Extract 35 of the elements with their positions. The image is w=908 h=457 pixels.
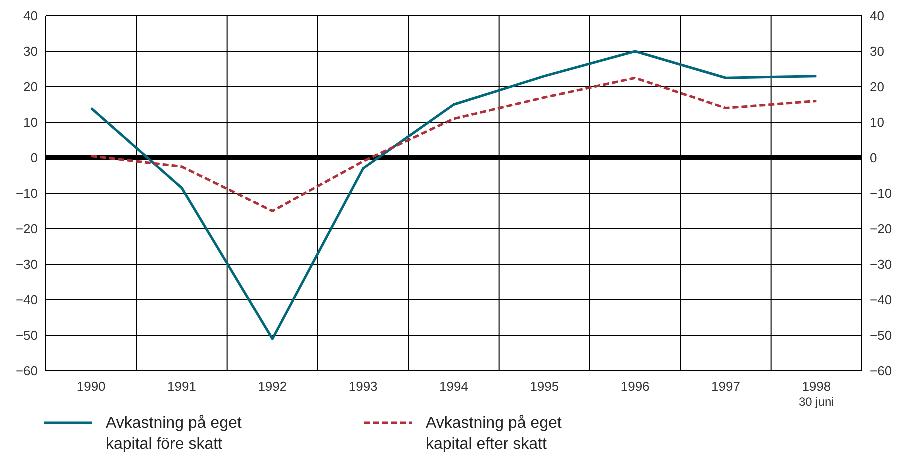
- x-tick-label: 1993: [348, 379, 378, 394]
- x-tick-label: 1992: [258, 379, 288, 394]
- y2-tick-label: −40: [870, 292, 892, 308]
- y2-tick-label: −50: [870, 328, 892, 344]
- y-tick-label: −60: [16, 364, 38, 379]
- x-tick-label: 1996: [620, 379, 650, 394]
- y2-tick-label: −30: [870, 257, 892, 272]
- y2-tick-label: −10: [870, 186, 892, 202]
- x-tick-label: 1991: [168, 379, 196, 394]
- y-tick-label: 10: [24, 115, 38, 130]
- y2-tick-label: 20: [870, 80, 884, 95]
- y-tick-label: −20: [16, 222, 38, 237]
- y-tick-label: −50: [16, 328, 38, 344]
- x-tick-label: 1995: [530, 379, 560, 394]
- y-tick-label: −40: [16, 292, 38, 308]
- y-tick-label: 20: [24, 80, 38, 95]
- y2-tick-label: −20: [870, 222, 892, 237]
- x-tick-label: 1990: [76, 379, 106, 394]
- y2-tick-label: −60: [870, 364, 892, 379]
- line-series: [90, 50, 818, 340]
- y-tick-label: −10: [16, 186, 38, 202]
- y2-tick-label: 10: [870, 115, 884, 130]
- line-series: [90, 76, 818, 212]
- y-tick-label: 0: [30, 150, 38, 166]
- x-tick-label: 1994: [440, 379, 468, 394]
- x-tick-label: 1997: [712, 379, 740, 394]
- y-tick-label: −30: [16, 257, 38, 272]
- y2-tick-label: 30: [870, 44, 884, 60]
- y2-tick-label: 40: [870, 8, 884, 24]
- legend-label: Avkastning på eget kapital före skatt: [106, 414, 243, 455]
- legend-label: Avkastning på eget kapital efter skatt: [426, 414, 563, 455]
- x-tick-label: 1998 30 juni: [798, 379, 834, 409]
- y-tick-label: 40: [24, 8, 38, 24]
- y2-tick-label: 0: [870, 150, 878, 166]
- y-tick-label: 30: [24, 44, 38, 60]
